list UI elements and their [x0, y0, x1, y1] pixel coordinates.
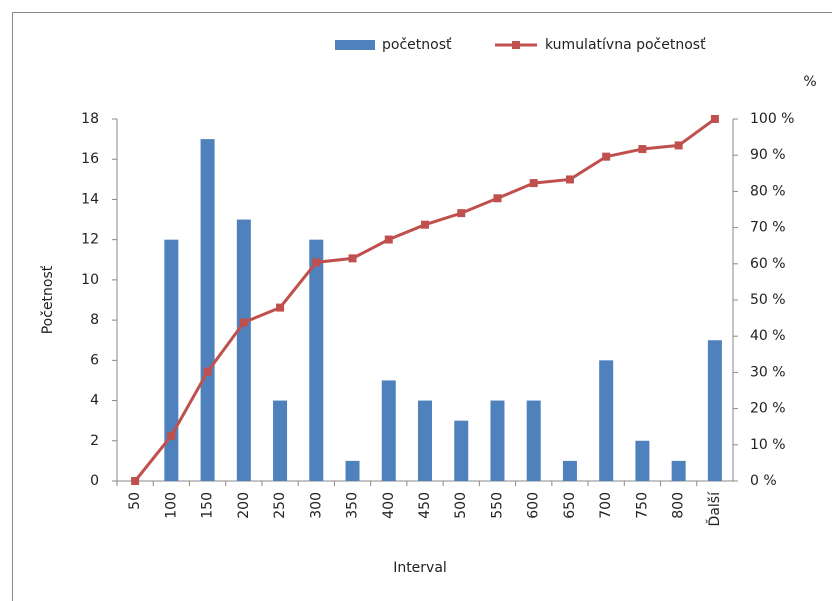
x-tick-label: Ďalší — [705, 491, 723, 527]
x-tick-label: 800 — [671, 492, 687, 519]
bar — [490, 400, 505, 481]
bar — [526, 400, 541, 481]
x-tick-label: 150 — [200, 492, 216, 519]
x-tick-label: 300 — [308, 492, 324, 519]
line-marker — [710, 115, 719, 123]
y2-tick-label: 70 % — [750, 220, 786, 236]
y2-tick-label: 10 % — [750, 437, 786, 453]
line-marker — [384, 235, 393, 244]
x-tick-label: 650 — [562, 492, 578, 519]
x-tick-label: 750 — [634, 492, 650, 519]
line-marker — [421, 220, 429, 229]
y-tick-label: 16 — [81, 151, 99, 167]
bar — [562, 460, 577, 481]
y2-tick-label: 20 % — [750, 401, 786, 417]
y2-tick-label: 100 % — [750, 111, 794, 127]
x-tick-label: 550 — [489, 492, 505, 519]
y-tick-label: 4 — [90, 393, 99, 409]
x-tick-label: 50 — [127, 492, 143, 510]
y2-axis-label: % — [803, 74, 816, 90]
bar — [635, 440, 650, 481]
y-axis-label: Početnosť — [40, 265, 56, 334]
y2-tick-label: 0 % — [750, 473, 777, 489]
bar — [200, 139, 215, 481]
x-tick-label: 200 — [236, 492, 252, 519]
legend-marker — [512, 41, 520, 49]
x-axis-label: Interval — [393, 560, 447, 576]
legend-label: početnosť — [382, 37, 452, 53]
x-tick-label: 450 — [417, 492, 433, 519]
y2-tick-label: 50 % — [750, 292, 786, 308]
bar — [599, 360, 614, 481]
x-tick-label: 700 — [598, 492, 614, 519]
line-marker — [276, 303, 285, 312]
bar — [671, 460, 686, 481]
y2-tick-label: 30 % — [750, 364, 786, 380]
x-tick-label: 350 — [345, 492, 361, 519]
line-marker — [167, 431, 176, 440]
line-marker — [203, 367, 212, 376]
x-tick-label: 400 — [381, 492, 397, 519]
y-tick-label: 10 — [81, 272, 99, 288]
line-marker — [565, 175, 574, 184]
bar — [707, 340, 722, 481]
x-tick-label: 500 — [453, 492, 469, 519]
y-tick-label: 14 — [81, 191, 99, 207]
line-marker — [674, 141, 683, 150]
line-marker — [239, 318, 248, 327]
y2-tick-label: 60 % — [750, 256, 786, 272]
bar — [236, 219, 251, 482]
line-marker — [348, 254, 357, 263]
y2-tick-label: 90 % — [750, 147, 786, 163]
line-marker — [312, 258, 321, 267]
y2-tick-label: 40 % — [750, 328, 786, 344]
line-marker — [131, 477, 140, 485]
legend-swatch — [335, 40, 375, 50]
y-tick-label: 18 — [81, 111, 99, 127]
y2-tick-label: 80 % — [750, 183, 786, 199]
bar — [418, 400, 432, 481]
bar — [164, 239, 179, 481]
bar — [454, 420, 469, 481]
y-tick-label: 12 — [81, 232, 99, 248]
line-marker — [529, 179, 538, 188]
line-marker — [602, 152, 611, 161]
x-tick-label: 600 — [526, 492, 542, 519]
y-tick-label: 2 — [90, 433, 99, 449]
line-marker — [638, 145, 647, 154]
y-tick-label: 8 — [90, 312, 99, 328]
bar — [273, 400, 288, 481]
legend-label: kumulatívna početnosť — [545, 37, 706, 53]
line-marker — [457, 209, 466, 218]
chart-frame — [12, 12, 832, 601]
x-tick-label: 250 — [272, 492, 288, 519]
y-tick-label: 0 — [90, 473, 99, 489]
y-tick-label: 6 — [90, 352, 99, 368]
bar — [345, 460, 360, 481]
bar — [309, 239, 324, 481]
line-marker — [493, 194, 502, 203]
bar — [381, 380, 396, 481]
x-tick-label: 100 — [163, 492, 179, 519]
